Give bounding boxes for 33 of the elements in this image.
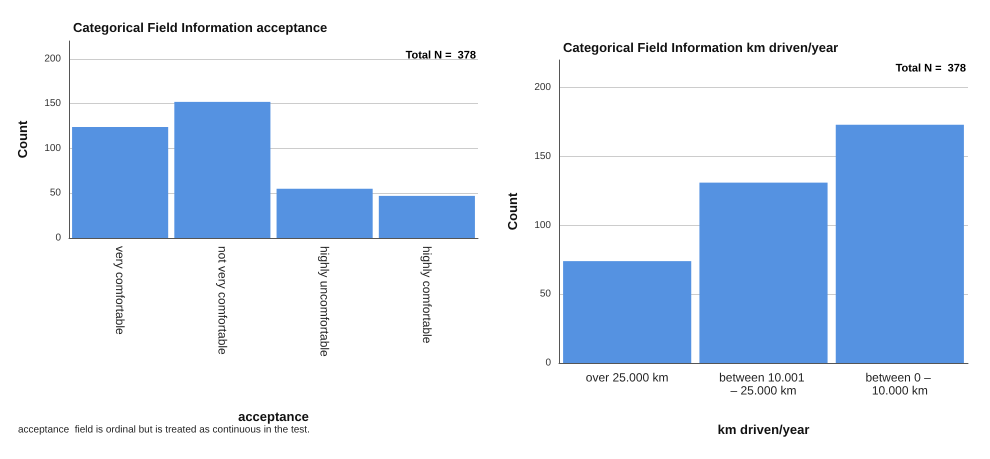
y-tick-label: 150 xyxy=(44,98,62,110)
bar xyxy=(174,102,270,238)
x-tick-label: not very comfortable xyxy=(215,246,230,356)
y-axis-title: Count xyxy=(15,120,30,158)
y-tick-label: 100 xyxy=(534,220,552,231)
bar xyxy=(699,182,828,363)
bar xyxy=(563,261,692,363)
y-tick-label: 50 xyxy=(540,288,552,300)
x-axis-title: km driven/year xyxy=(718,422,810,437)
y-tick-label: 100 xyxy=(44,142,62,154)
x-tick-label: between 0 – 10.000 km xyxy=(865,370,934,398)
bar xyxy=(72,126,168,238)
annotation: Total N = 378 xyxy=(896,62,966,74)
x-tick-label: between 10.001 – 25.000 km xyxy=(719,370,808,398)
y-tick-label: 200 xyxy=(44,53,62,64)
chart-title: Categorical Field Information acceptance xyxy=(73,20,328,35)
text: acceptance field is ordinal but is treated as continuous in the test. xyxy=(18,424,310,436)
x-axis-title: acceptance xyxy=(238,408,309,424)
annotation: Total N = 378 xyxy=(406,50,476,62)
x-tick-label: highly comfortable xyxy=(420,246,434,344)
y-tick-label: 150 xyxy=(534,150,552,162)
y-tick-label: 0 xyxy=(545,358,552,368)
x-tick-label: very comfortable xyxy=(113,246,128,336)
bar xyxy=(836,124,964,363)
bar xyxy=(378,196,475,238)
y-axis-title: Count xyxy=(505,192,520,230)
x-tick-label: highly uncomfortable xyxy=(318,246,332,358)
y-tick-label: 0 xyxy=(55,232,62,244)
bar xyxy=(276,188,373,238)
chart-title: Categorical Field Information km driven/year xyxy=(563,40,838,55)
y-tick-label: 50 xyxy=(50,188,62,199)
y-tick-label: 200 xyxy=(534,82,552,94)
x-tick-label: over 25.000 km xyxy=(586,370,669,384)
